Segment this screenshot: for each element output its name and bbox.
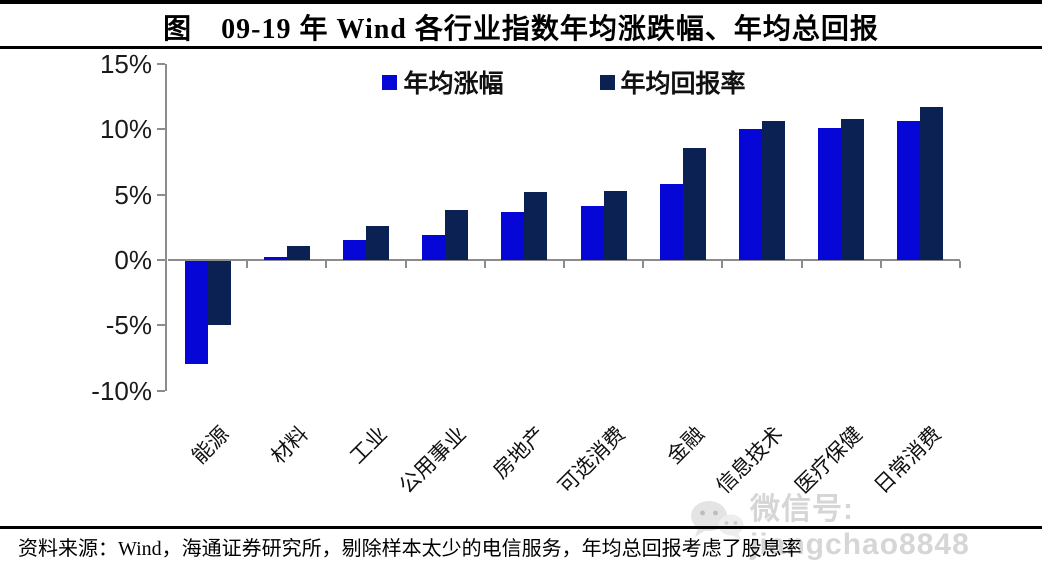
bar-s2-c7 (682, 147, 706, 260)
bar-s2-c5 (524, 191, 548, 260)
bar-s1-c10 (897, 121, 921, 260)
x-category-label: 房地产 (488, 421, 551, 484)
x-category-label: 医疗保健 (790, 421, 868, 499)
bar-chart-plot: 年均涨幅 年均回报率 15% 10% 5% 0% -5% -10% 能源 材料 工业 公用事业 房地… (91, 48, 961, 499)
series1-swatch-icon (382, 74, 398, 90)
y-tick (157, 62, 165, 65)
bar-s2-c2 (286, 245, 310, 260)
x-tick (879, 261, 882, 268)
bar-s2-c3 (366, 225, 389, 260)
source-note: 资料来源：Wind，海通证券研究所，剔除样本太少的电信服务，年均总回报考虑了股息… (18, 538, 802, 560)
y-tick (157, 193, 165, 196)
y-tick (157, 128, 165, 131)
x-tick (959, 261, 961, 268)
x-axis-line (168, 259, 960, 261)
y-tick (157, 324, 165, 327)
series2-swatch-icon (599, 74, 615, 90)
y-tick-label: -5% (105, 310, 152, 341)
bar-s1-c5 (501, 211, 525, 260)
x-tick (721, 261, 724, 268)
x-tick (404, 261, 407, 268)
bar-s2-c9 (841, 118, 865, 260)
legend-label-series2: 年均回报率 (620, 71, 746, 98)
x-category-label: 可选消费 (553, 421, 630, 499)
bar-s2-c10 (920, 106, 944, 260)
chart-legend: 年均涨幅 年均回报率 (168, 64, 960, 100)
x-tick (563, 261, 565, 268)
bar-s1-c1 (184, 261, 208, 365)
chart-title: 图 09-19 年 Wind 各行业指数年均涨跌幅、年均总回报 (163, 14, 879, 45)
bar-s2-c1 (207, 261, 231, 326)
bar-s2-c8 (762, 121, 785, 260)
top-divider (0, 0, 1042, 4)
x-category-label: 工业 (345, 421, 392, 469)
bar-s2-c6 (603, 190, 627, 260)
x-category-label: 日常消费 (869, 421, 947, 499)
bar-s1-c7 (659, 184, 683, 260)
bar-s2-c4 (445, 210, 469, 260)
y-tick-label: 10% (99, 114, 152, 145)
bar-s1-c8 (739, 129, 762, 260)
y-axis-line (165, 63, 167, 391)
footer-divider (0, 526, 1042, 529)
y-tick-label: 15% (99, 48, 152, 79)
y-tick-label: 0% (114, 245, 152, 275)
bar-s1-c3 (343, 240, 366, 260)
x-category-label: 能源 (186, 421, 234, 469)
bar-s1-c9 (818, 127, 842, 260)
x-category-label: 信息技术 (711, 421, 788, 499)
legend-item-series2: 年均回报率 (599, 64, 746, 100)
bar-s1-c4 (422, 235, 446, 260)
legend-label-series1: 年均涨幅 (403, 71, 504, 98)
y-tick-label: 5% (114, 179, 152, 210)
x-tick (642, 261, 645, 268)
x-category-label: 公用事业 (394, 421, 472, 499)
x-tick (483, 261, 486, 268)
bar-s1-c2 (263, 257, 287, 260)
y-tick (157, 259, 165, 261)
bar-s1-c6 (580, 206, 604, 260)
y-tick-label: -10% (91, 375, 152, 406)
x-category-label: 材料 (265, 421, 313, 469)
legend-item-series1: 年均涨幅 (382, 64, 504, 100)
x-tick (246, 261, 249, 268)
x-tick (800, 261, 803, 268)
x-tick (325, 261, 328, 268)
x-category-label: 金融 (661, 421, 709, 469)
title-divider (0, 46, 1042, 49)
y-tick (157, 389, 165, 392)
